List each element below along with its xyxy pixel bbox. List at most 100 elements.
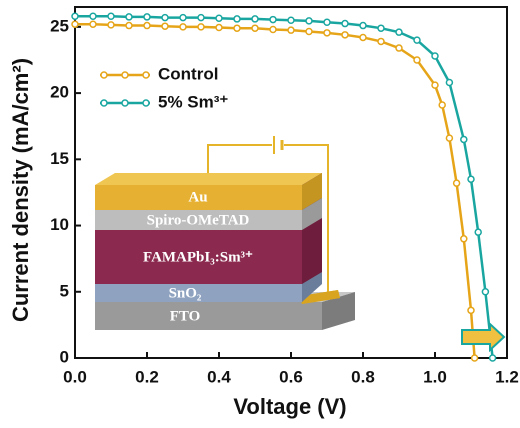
point [341, 31, 349, 39]
point [107, 21, 115, 29]
point [377, 37, 385, 46]
point [251, 24, 259, 32]
wire [284, 144, 329, 292]
point [215, 23, 223, 32]
legend-marker [121, 99, 129, 107]
point [71, 12, 79, 21]
perovskite-layer [95, 230, 302, 284]
y-axis-label: Current density (mA/cm²) [8, 58, 33, 322]
y-tick-label: 10 [50, 215, 69, 234]
point [474, 228, 482, 236]
electrode [300, 290, 340, 304]
point [125, 21, 133, 30]
spiro-side [302, 198, 322, 230]
point [460, 235, 468, 243]
legend-marker [121, 71, 129, 79]
point [467, 175, 475, 183]
point [460, 135, 468, 144]
legend-marker [100, 99, 108, 107]
point [287, 16, 295, 24]
axes-frame [74, 6, 508, 359]
x-tick-label: 0.8 [351, 367, 375, 386]
au-side [302, 173, 322, 210]
sno2-side [302, 272, 322, 302]
point [215, 14, 223, 23]
point [233, 15, 241, 23]
layer-label: FTO [170, 308, 201, 324]
point [179, 23, 187, 31]
y-tick-label: 0 [60, 347, 69, 366]
point [359, 33, 367, 42]
point [269, 25, 277, 34]
legend-marker [100, 71, 108, 79]
point [341, 19, 349, 28]
point [438, 101, 446, 109]
arrow [461, 321, 506, 353]
x-axis-label: Voltage (V) [233, 394, 346, 419]
point [488, 354, 497, 362]
x-tick-label: 0.2 [135, 367, 159, 386]
x-tick-label: 1.0 [423, 367, 447, 386]
spiro-layer [95, 210, 302, 230]
point [197, 13, 205, 22]
point [161, 22, 169, 30]
point [143, 21, 151, 30]
point [143, 13, 151, 21]
fto-side [322, 292, 355, 330]
au-layer [95, 185, 302, 210]
point [445, 78, 454, 87]
au-top [95, 173, 322, 185]
point [445, 134, 454, 142]
point [481, 288, 490, 296]
sno2-layer [95, 284, 302, 302]
point [305, 27, 313, 36]
point [323, 29, 331, 37]
x-tick-label: 0.0 [63, 367, 87, 386]
point [395, 44, 403, 52]
point [89, 20, 97, 28]
point [431, 81, 439, 89]
point [89, 12, 97, 21]
legend-marker [142, 71, 150, 79]
point [359, 21, 367, 30]
x-tick-label: 0.4 [207, 367, 231, 386]
point [251, 15, 259, 23]
point [287, 26, 295, 34]
point [179, 13, 187, 22]
point [470, 354, 479, 362]
y-tick-label: 20 [50, 83, 69, 102]
wire [207, 144, 272, 185]
y-tick-label: 5 [60, 281, 69, 300]
point [71, 20, 79, 28]
x-tick-label: 1.2 [495, 367, 519, 386]
device-diagram: Au Spiro-OMeTAD FAMAPbI₃:Sm³⁺ SnO₂ FTO [95, 136, 355, 330]
y-tick-label: 15 [50, 149, 69, 168]
layer-label: Au [188, 189, 207, 205]
point [125, 13, 133, 21]
legend-label: 5% Sm³⁺ [158, 92, 228, 111]
layer-label: FAMAPbI₃:Sm³⁺ [143, 249, 253, 265]
plot: 0.0 0.2 0.4 0.6 0.8 1.0 1.2 0 5 10 15 20 25 Control 5%… [50, 6, 519, 386]
point [323, 18, 331, 26]
legend-label: Control [158, 64, 218, 83]
point [161, 13, 169, 22]
point [413, 56, 421, 64]
point [413, 36, 421, 44]
point [305, 17, 313, 25]
point [395, 28, 403, 36]
point [467, 306, 475, 315]
legend-marker [142, 99, 150, 107]
fto [95, 302, 322, 330]
x-tick-label: 0.6 [279, 367, 303, 386]
layer-label: Spiro-OMeTAD [147, 212, 250, 228]
point [197, 23, 205, 31]
point [107, 12, 115, 21]
point [233, 24, 241, 32]
point [452, 179, 461, 187]
layer-label: SnO₂ [169, 285, 202, 301]
point [431, 52, 439, 60]
point [377, 24, 385, 32]
y-tick-label: 25 [50, 16, 69, 35]
point [269, 15, 277, 24]
